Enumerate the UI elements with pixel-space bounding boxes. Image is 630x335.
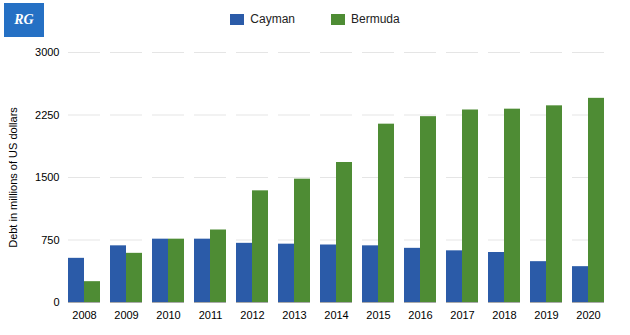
svg-text:1500: 1500 (35, 171, 59, 183)
svg-text:2010: 2010 (156, 309, 180, 321)
svg-text:750: 750 (41, 234, 59, 246)
html-text:RG: RG (14, 12, 34, 27)
svg-text:2013: 2013 (282, 309, 306, 321)
svg-text:0: 0 (53, 296, 59, 308)
html-text:Cayman: Cayman (250, 12, 295, 26)
svg-text:2008: 2008 (72, 309, 96, 321)
svg-text:2009: 2009 (114, 309, 138, 321)
svg-text:2018: 2018 (492, 309, 516, 321)
svg-text:2250: 2250 (35, 109, 59, 121)
svg-text:3000: 3000 (35, 46, 59, 58)
svg-text:2019: 2019 (534, 309, 558, 321)
svg-text:2011: 2011 (199, 309, 223, 321)
html-text:Bermuda: Bermuda (351, 12, 400, 26)
svg-text:2016: 2016 (408, 309, 432, 321)
svg-text:2020: 2020 (576, 309, 600, 321)
svg-text:2017: 2017 (450, 309, 474, 321)
svg-text:Debt in millions of US dollars: Debt in millions of US dollars (7, 107, 19, 248)
svg-text:2014: 2014 (324, 309, 348, 321)
svg-text:2012: 2012 (240, 309, 264, 321)
svg-text:2015: 2015 (366, 309, 390, 321)
